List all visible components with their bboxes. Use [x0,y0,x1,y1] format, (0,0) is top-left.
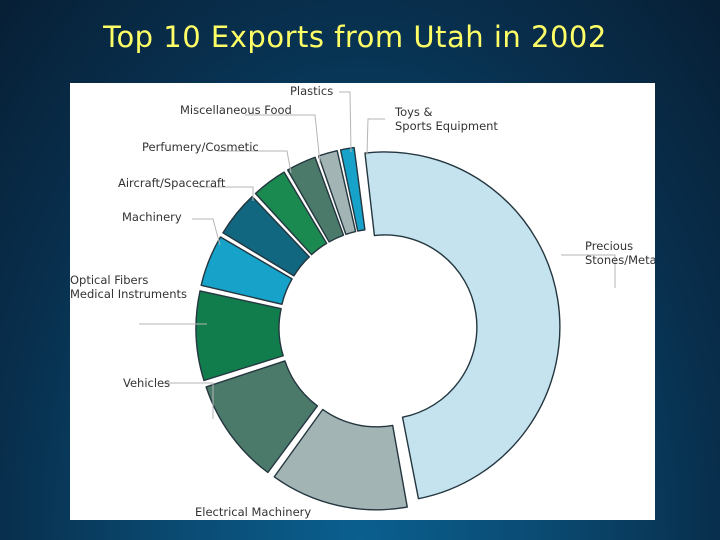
leaders-layer [139,91,616,419]
slice-machinery [200,236,293,306]
leader-line-plastics [339,91,352,153]
leader-line-miscellaneous-food [245,114,321,164]
slice-perfumery-cosmetic [254,171,328,256]
leader-line-perfumery-cosmetic [217,150,292,174]
slice-aircraft-spacecraft [222,195,310,277]
slice-plastics [317,149,357,236]
slice-label-plastics: Plastics [290,84,333,98]
slice-vehicles [205,360,319,474]
slice-label-toys-sports-equipment: Toys & Sports Equipment [394,105,498,133]
leader-line-toys-sports-equipment [366,118,385,156]
leader-line-vehicles [163,382,214,419]
slice-label-perfumery-cosmetic: Perfumery/Cosmetic [142,140,259,154]
slice-label-miscellaneous-food: Miscellaneous Food [180,103,292,117]
slice-label-vehicles: Vehicles [123,376,170,390]
slice-label-optical-fibers-medical-instruments: Optical Fibers Medical Instruments [70,273,187,301]
leader-line-precious-stones-metals [561,254,616,288]
slices-layer [195,146,561,511]
slice-precious-stones-metals [364,151,561,500]
leader-line-aircraft-spacecraft [197,186,254,201]
slice-electrical-machinery [273,408,408,511]
slice-optical-fibers-medical-instruments [195,290,284,382]
slice-miscellaneous-food [286,156,345,243]
slice-label-electrical-machinery: Electrical Machinery [195,505,311,519]
slide-title: Top 10 Exports from Utah in 2002 [103,20,607,54]
leader-line-optical-fibers-medical-instruments [139,323,207,325]
leader-line-machinery [192,218,221,246]
slice-label-machinery: Machinery [122,210,182,224]
slice-toys-sports-equipment [339,146,366,232]
slice-label-aircraft-spacecraft: Aircraft/Spacecraft [118,176,226,190]
